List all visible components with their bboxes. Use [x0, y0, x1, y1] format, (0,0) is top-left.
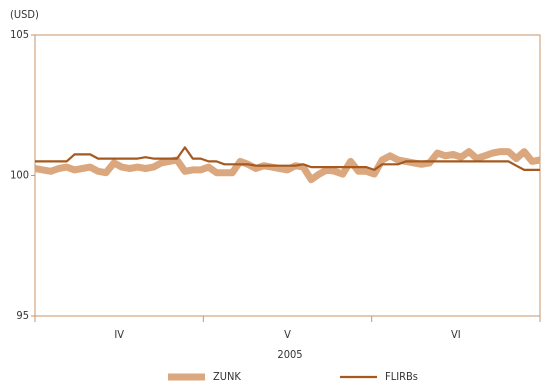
series-line	[34, 148, 541, 184]
y-tick-label: 105	[10, 28, 29, 41]
x-tick-label: V	[284, 328, 291, 341]
y-tick-label: 100	[10, 169, 29, 182]
y-unit: (USD)	[10, 8, 39, 21]
x-axis-label: 2005	[277, 348, 302, 361]
legend-label: FLIRBs	[385, 370, 418, 383]
x-tick-label: IV	[114, 328, 124, 341]
legend-label: ZUNK	[213, 370, 241, 383]
y-tick-label: 95	[16, 309, 29, 322]
plot-frame	[34, 34, 541, 317]
series-line	[35, 146, 540, 171]
x-tick-label: VI	[451, 328, 461, 341]
